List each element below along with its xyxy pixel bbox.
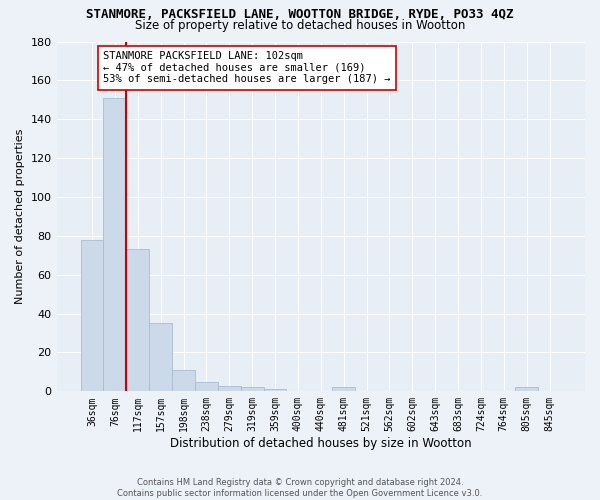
- Bar: [332, 388, 355, 392]
- Text: Contains HM Land Registry data © Crown copyright and database right 2024.
Contai: Contains HM Land Registry data © Crown c…: [118, 478, 482, 498]
- Text: Size of property relative to detached houses in Wootton: Size of property relative to detached ho…: [135, 19, 465, 32]
- Bar: [218, 386, 241, 392]
- Bar: [127, 250, 149, 392]
- Bar: [149, 324, 172, 392]
- Bar: [80, 240, 103, 392]
- Y-axis label: Number of detached properties: Number of detached properties: [15, 128, 25, 304]
- Text: STANMORE PACKSFIELD LANE: 102sqm
← 47% of detached houses are smaller (169)
53% : STANMORE PACKSFIELD LANE: 102sqm ← 47% o…: [103, 51, 391, 84]
- X-axis label: Distribution of detached houses by size in Wootton: Distribution of detached houses by size …: [170, 437, 472, 450]
- Bar: [263, 390, 286, 392]
- Bar: [195, 382, 218, 392]
- Bar: [172, 370, 195, 392]
- Bar: [515, 388, 538, 392]
- Text: STANMORE, PACKSFIELD LANE, WOOTTON BRIDGE, RYDE, PO33 4QZ: STANMORE, PACKSFIELD LANE, WOOTTON BRIDG…: [86, 8, 514, 20]
- Bar: [103, 98, 127, 392]
- Bar: [241, 388, 263, 392]
